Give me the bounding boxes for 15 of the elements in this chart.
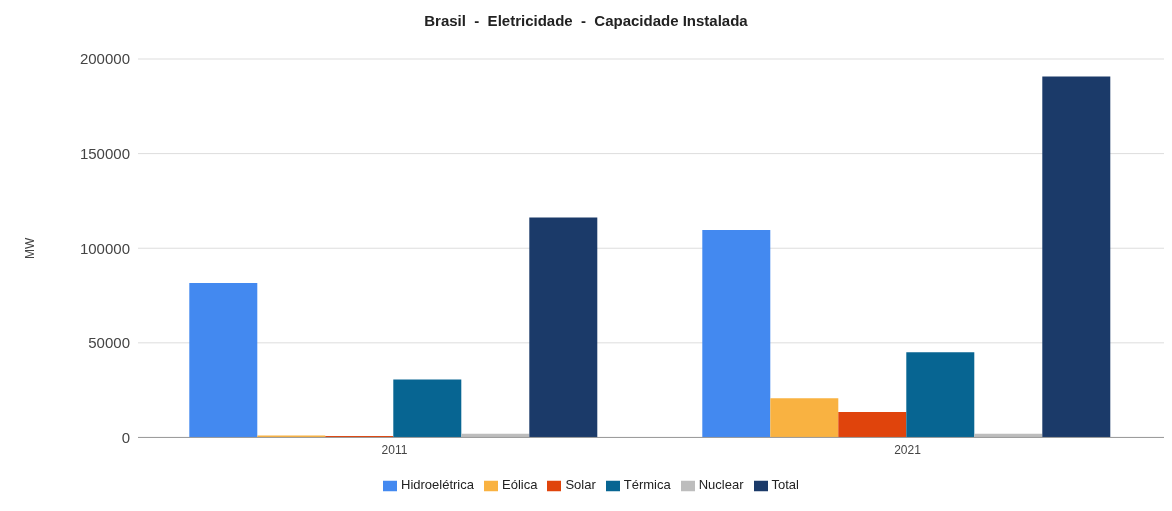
legend-label: Solar [565, 477, 596, 493]
chart-title: Brasil - Eletricidade - Capacidade Instalada [423, 12, 749, 29]
x-tick-label: 2011 [381, 442, 408, 457]
x-tick-label: 2021 [894, 442, 922, 457]
y-tick-label: 100000 [79, 239, 130, 257]
legend-label: Térmica [623, 477, 671, 493]
y-tick-label: 0 [121, 428, 130, 446]
y-tick-label: 200000 [79, 50, 130, 68]
legend-label: Total [771, 477, 799, 493]
y-tick-label: 50000 [88, 334, 130, 352]
legend-label: Nuclear [698, 477, 744, 493]
legend-label: Hidroelétrica [401, 477, 474, 493]
y-tick-label: 150000 [79, 144, 130, 162]
y-axis-title: MW [23, 236, 38, 259]
legend-label: Eólica [501, 477, 538, 493]
